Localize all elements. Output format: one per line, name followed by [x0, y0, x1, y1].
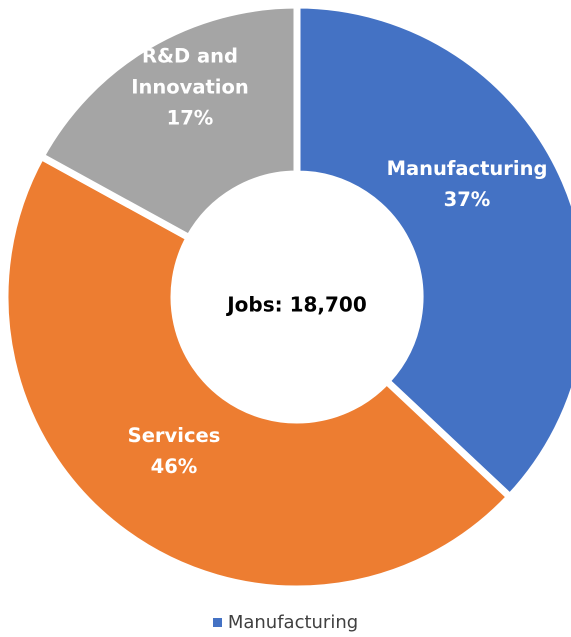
slice-name-label-services: Services — [128, 424, 221, 447]
slice-name-label-r-d-and-innovation: R&D and — [142, 45, 238, 68]
slice-r-d-and-innovation — [36, 1, 301, 243]
slice-value-label-services: 46% — [151, 455, 198, 478]
legend-item-manufacturing: Manufacturing — [212, 612, 359, 633]
slice-value-label-r-d-and-innovation: 17% — [167, 107, 214, 130]
slice-name-label-r-d-and-innovation: Innovation — [131, 76, 249, 99]
slice-labels: Manufacturing 37% Services 46% R&D and Innova… — [128, 45, 548, 479]
legend: Manufacturing — [0, 612, 571, 637]
legend-label-manufacturing: Manufacturing — [227, 612, 359, 633]
slice-name-label-manufacturing: Manufacturing — [387, 157, 548, 180]
slice-manufacturing — [293, 1, 571, 502]
donut-slices — [1, 1, 571, 593]
donut-chart: Manufacturing 37% Services 46% R&D and Innova… — [1, 1, 571, 593]
slice-value-label-manufacturing: 37% — [444, 188, 491, 211]
center-label: Jobs: 18,700 — [225, 293, 367, 317]
legend-swatch-manufacturing — [212, 618, 222, 627]
slice-services — [1, 151, 515, 593]
